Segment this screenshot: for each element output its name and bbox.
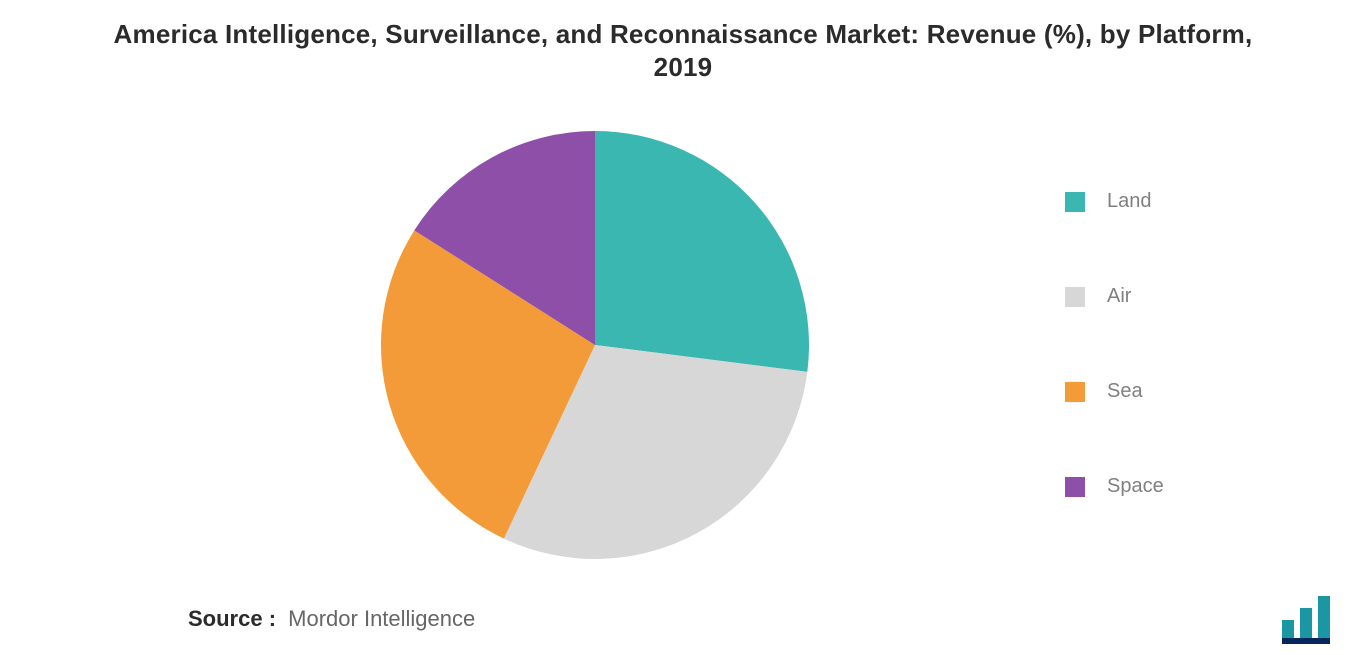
chart-title-line1: America Intelligence, Surveillance, and …: [0, 18, 1366, 51]
source-label: Source :: [188, 606, 276, 631]
legend-swatch-icon: [1065, 287, 1085, 307]
pie-svg: [381, 131, 809, 559]
legend-item-land: Land: [1065, 190, 1164, 213]
pie-slice-land: [595, 131, 809, 372]
legend-item-space: Space: [1065, 475, 1164, 498]
legend-item-air: Air: [1065, 285, 1164, 308]
legend-label: Air: [1107, 285, 1131, 308]
pie-chart: [381, 131, 809, 564]
legend-swatch-icon: [1065, 477, 1085, 497]
chart-title: America Intelligence, Surveillance, and …: [0, 18, 1366, 83]
legend-swatch-icon: [1065, 192, 1085, 212]
source-attribution: Source : Mordor Intelligence: [188, 606, 475, 632]
legend-item-sea: Sea: [1065, 380, 1164, 403]
brand-logo-icon: [1282, 596, 1330, 649]
legend-label: Space: [1107, 475, 1164, 498]
source-text: Mordor Intelligence: [288, 606, 475, 631]
legend-label: Land: [1107, 190, 1152, 213]
brand-logo-svg: [1282, 596, 1330, 644]
legend-label: Sea: [1107, 380, 1143, 403]
legend-swatch-icon: [1065, 382, 1085, 402]
legend: Land Air Sea Space: [1065, 190, 1164, 498]
chart-root: America Intelligence, Surveillance, and …: [0, 0, 1366, 655]
chart-title-line2: 2019: [0, 51, 1366, 84]
